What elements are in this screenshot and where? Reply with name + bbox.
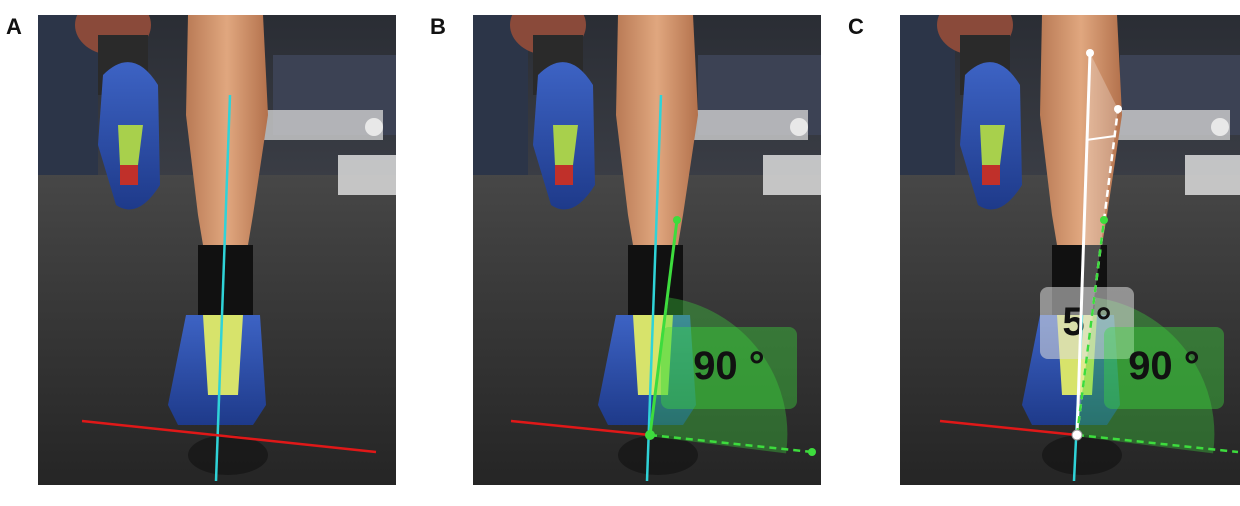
angle-label-c: 90 ° <box>1128 344 1200 388</box>
small-angle-label-box-c <box>1040 287 1134 359</box>
tibia-green-c <box>1075 219 1106 436</box>
vertical-ref-line-c <box>1075 52 1092 436</box>
panel-label-c: C <box>848 14 864 39</box>
tibia-end-point-c <box>1114 105 1122 113</box>
tibia-end-point-b <box>673 216 681 224</box>
vertical-end-point-c <box>1086 49 1094 57</box>
photo-panel-c: 5 ° 90 ° <box>900 15 1240 485</box>
joint-point-b <box>645 430 655 440</box>
joint-point-c <box>1071 429 1083 441</box>
panel-label-a: A <box>6 14 22 39</box>
midline-b <box>645 94 663 482</box>
angle-label-b: 90 ° <box>693 344 765 388</box>
ground-line-a <box>81 419 377 454</box>
ground-line-c <box>939 419 1078 437</box>
ground-ref-line-b <box>649 433 813 454</box>
angle-label-box-b <box>661 327 797 409</box>
photo-panel-b: 90 ° <box>473 15 821 485</box>
photo-panel-a <box>38 15 396 485</box>
angle-label-box-c <box>1104 327 1224 409</box>
ground-end-point-b <box>808 448 816 456</box>
tibia-green-point-c <box>1100 216 1108 224</box>
ground-line-b <box>510 419 651 437</box>
panel-label-b: B <box>430 14 446 39</box>
angle-sector-b <box>648 297 788 454</box>
tibia-line-b <box>648 219 679 436</box>
midline-a <box>214 94 232 482</box>
small-angle-label-c: 5 ° <box>1062 300 1111 344</box>
angle-connector-c <box>1085 135 1116 141</box>
ground-ref-line-c <box>1076 433 1239 454</box>
